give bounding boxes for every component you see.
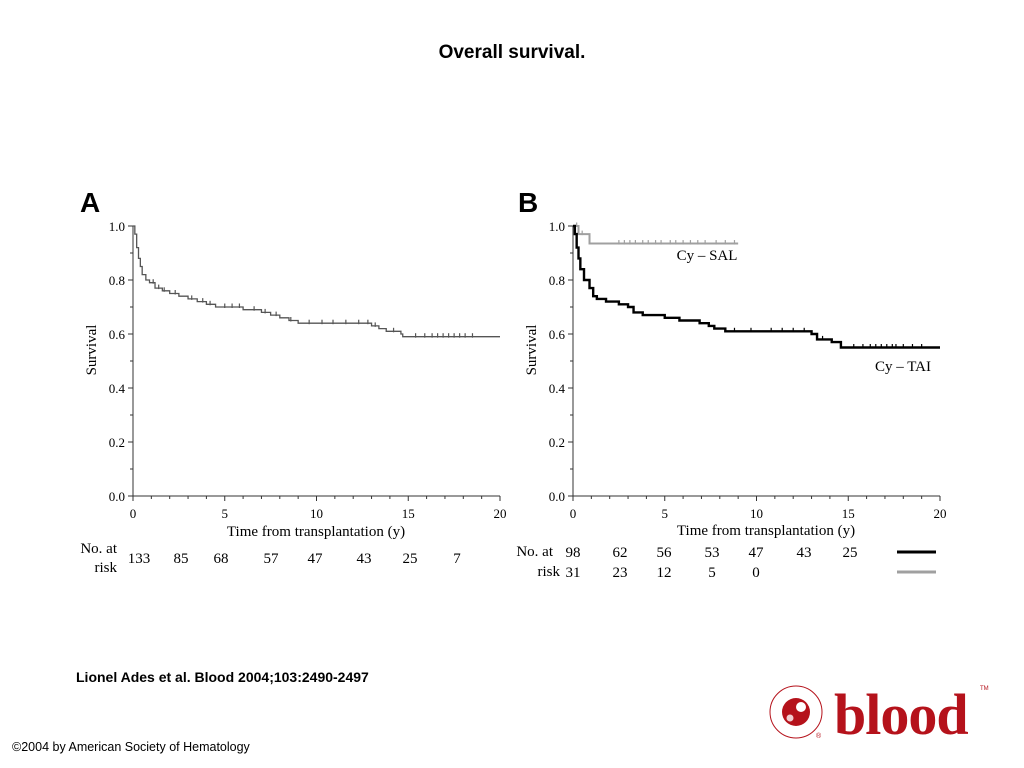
slide-title: Overall survival. bbox=[438, 42, 586, 63]
panel-b-x-tick-label: 5 bbox=[662, 506, 669, 521]
panel-a-risk-count: 85 bbox=[174, 551, 189, 567]
panel-a-y-tick-label: 0.4 bbox=[109, 381, 126, 396]
panel-a-risk-count: 7 bbox=[453, 551, 461, 567]
panel-b-risk-count: 5 bbox=[708, 565, 716, 581]
panel-b-risk-count: 98 bbox=[566, 545, 581, 561]
panel-b-y-tick-label: 0.8 bbox=[549, 273, 565, 288]
logo-reg: ® bbox=[816, 732, 822, 740]
panel-a-chart: 0.0 0.2 0.4 0.6 0.8 1.0 0 5 10 15 20 bbox=[109, 219, 507, 521]
series-label-cy-tai: Cy – TAI bbox=[875, 359, 931, 375]
logo-seal-disc bbox=[782, 698, 810, 726]
panel-b-risk-label-2: risk bbox=[538, 564, 561, 580]
panel-b-risk-count: 47 bbox=[749, 545, 765, 561]
logo-word: blood bbox=[834, 682, 968, 744]
panel-b-y-tick-label: 0.6 bbox=[549, 327, 566, 342]
panel-b-y-tick-label: 0.0 bbox=[549, 489, 565, 504]
panel-b-chart: 0.0 0.2 0.4 0.6 0.8 1.0 0 5 10 15 20 bbox=[549, 219, 947, 521]
panel-a-x-tick-label: 15 bbox=[402, 506, 415, 521]
panel-b-ylabel: Survival bbox=[524, 325, 540, 376]
panel-a-x-tick-label: 5 bbox=[222, 506, 229, 521]
panel-b-xlabel: Time from transplantation (y) bbox=[677, 523, 855, 539]
panel-b-risk-count: 12 bbox=[657, 565, 672, 581]
panel-a-risk-label-2: risk bbox=[95, 560, 118, 576]
panel-a-series-0-line bbox=[133, 225, 500, 338]
panel-b-y-tick-label: 0.4 bbox=[549, 381, 566, 396]
blood-logo: blood TM ® bbox=[769, 682, 989, 744]
panel-b-x-tick-label: 15 bbox=[842, 506, 855, 521]
citation: Lionel Ades et al. Blood 2004;103:2490-2… bbox=[76, 669, 369, 685]
panel-a-y-tick-label: 0.2 bbox=[109, 435, 125, 450]
panel-a-y-tick-label: 0.0 bbox=[109, 489, 125, 504]
panel-b-risk-label-1: No. at bbox=[516, 544, 553, 560]
panel-a-risk-count: 133 bbox=[128, 551, 151, 567]
panel-b-risk-count: 23 bbox=[613, 565, 628, 581]
panel-a-x-tick-label: 0 bbox=[130, 506, 137, 521]
panel-b-y-tick-label: 0.2 bbox=[549, 435, 565, 450]
logo-seal-highlight-2 bbox=[786, 714, 794, 722]
panel-a-ylabel: Survival bbox=[84, 325, 100, 376]
panel-b-x-tick-label: 0 bbox=[570, 506, 577, 521]
logo-seal-ring bbox=[769, 685, 823, 739]
panel-b-risk-count: 56 bbox=[657, 545, 673, 561]
panel-b-series-cy-tai-line bbox=[573, 224, 940, 349]
logo-tm: TM bbox=[980, 686, 989, 692]
panel-a-risk-count: 68 bbox=[214, 551, 229, 567]
panel-b-risk-count: 25 bbox=[843, 545, 858, 561]
series-label-cy-sal: Cy – SAL bbox=[677, 248, 738, 264]
panel-a-risk-table: 133 85 68 57 47 43 25 7 bbox=[128, 551, 462, 567]
panel-b-series-cy-sal-line bbox=[573, 225, 739, 245]
panel-b-risk-count: 31 bbox=[566, 565, 581, 581]
logo-seal-highlight bbox=[796, 702, 806, 712]
panel-b-risk-table: 98 62 56 53 47 43 25 31 23 12 5 0 bbox=[566, 545, 936, 581]
panel-b-risk-count: 62 bbox=[613, 545, 628, 561]
panel-a-y-tick-label: 1.0 bbox=[109, 219, 125, 234]
panel-a-y-tick-label: 0.8 bbox=[109, 273, 125, 288]
panel-a-xlabel: Time from transplantation (y) bbox=[227, 524, 405, 540]
panel-a-risk-count: 25 bbox=[403, 551, 418, 567]
panel-a-y-tick-label: 0.6 bbox=[109, 327, 126, 342]
panel-b-y-tick-label: 1.0 bbox=[549, 219, 565, 234]
panel-b-risk-count: 43 bbox=[797, 545, 812, 561]
panel-b-risk-count: 0 bbox=[752, 565, 760, 581]
panel-b-x-tick-label: 10 bbox=[750, 506, 763, 521]
panel-b-risk-count: 53 bbox=[705, 545, 720, 561]
panel-a-risk-count: 47 bbox=[308, 551, 324, 567]
panel-b-label: B bbox=[518, 187, 538, 218]
panel-a-x-tick-label: 20 bbox=[494, 506, 507, 521]
copyright: ©2004 by American Society of Hematology bbox=[12, 740, 250, 754]
panel-a-risk-count: 43 bbox=[357, 551, 372, 567]
panel-a-risk-label-1: No. at bbox=[80, 541, 117, 557]
panel-b-x-tick-label: 20 bbox=[934, 506, 947, 521]
panel-a-risk-count: 57 bbox=[264, 551, 280, 567]
panel-a-label: A bbox=[80, 187, 100, 218]
panel-a-x-tick-label: 10 bbox=[310, 506, 323, 521]
